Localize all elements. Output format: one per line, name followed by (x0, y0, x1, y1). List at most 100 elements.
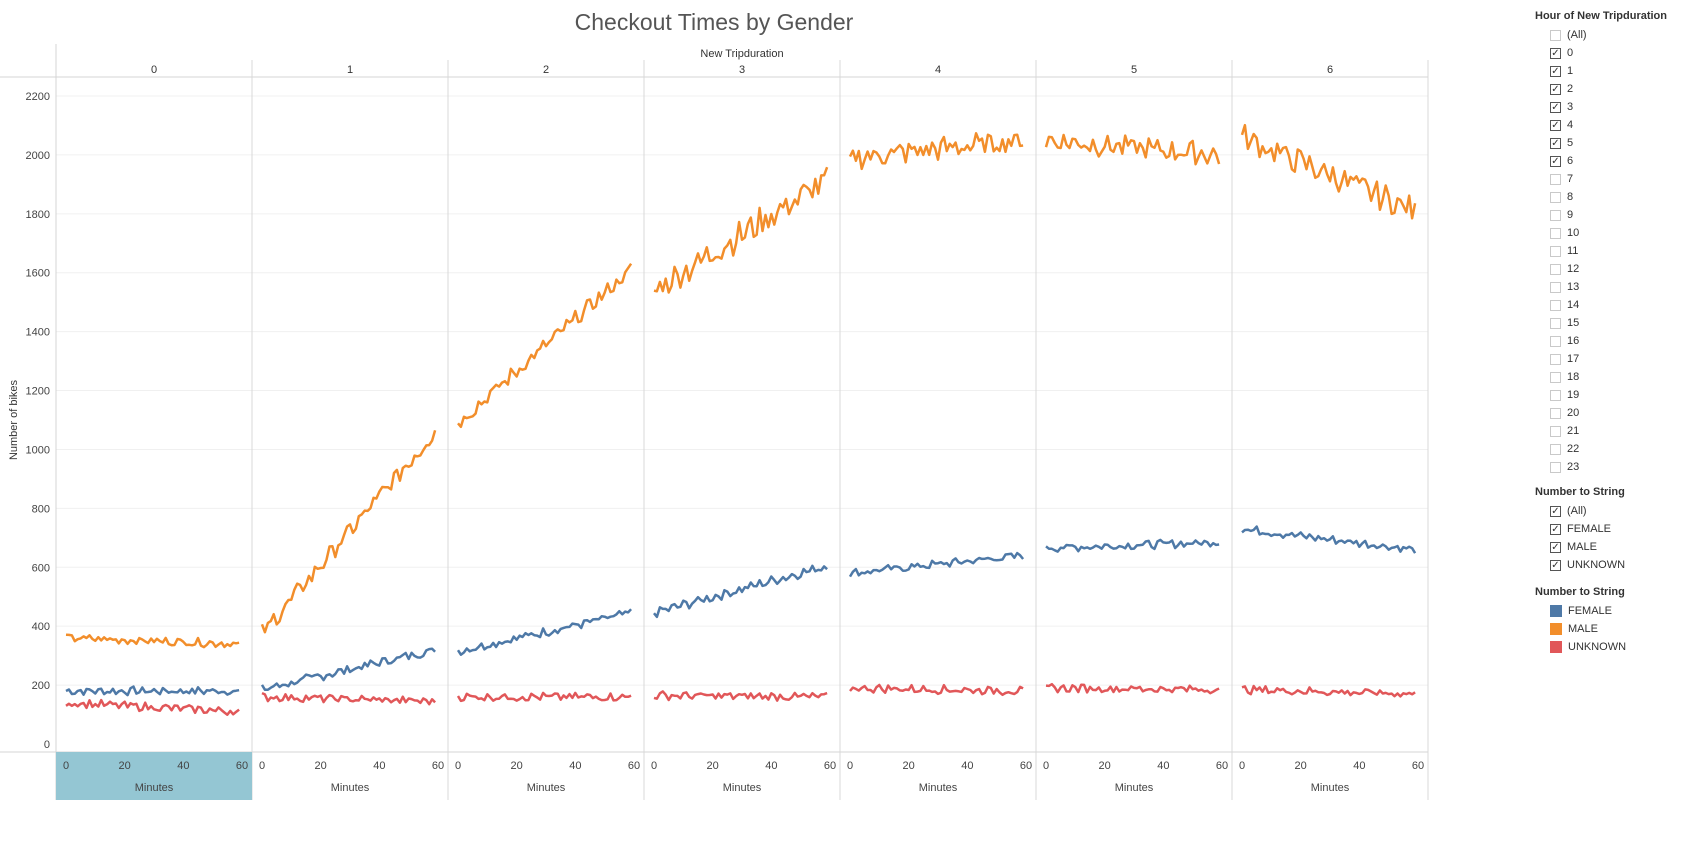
hour-filter-option[interactable]: ✓ 2 (1550, 80, 1685, 98)
checkbox-checked-icon[interactable]: ✓ (1550, 523, 1561, 535)
panel-label: 3 (739, 64, 745, 76)
checkbox-unchecked-icon[interactable] (1550, 299, 1561, 311)
checkbox-checked-icon[interactable]: ✓ (1550, 101, 1561, 113)
checkbox-unchecked-icon[interactable] (1550, 335, 1561, 347)
checkbox-checked-icon[interactable]: ✓ (1550, 505, 1561, 517)
checkbox-unchecked-icon[interactable] (1550, 353, 1561, 365)
legend-item[interactable]: UNKNOWN (1550, 638, 1685, 656)
checkbox-unchecked-icon[interactable] (1550, 407, 1561, 419)
series-line-female (1045, 538, 1220, 553)
series-line-male (653, 166, 829, 294)
hour-filter-option[interactable]: 16 (1550, 332, 1685, 350)
gender-filter-option[interactable]: ✓ UNKNOWN (1550, 556, 1685, 574)
series-line-female (65, 685, 240, 697)
checkbox-unchecked-icon[interactable] (1550, 263, 1561, 275)
hour-filter-option[interactable]: ✓ 4 (1550, 116, 1685, 134)
checkbox-unchecked-icon[interactable] (1550, 245, 1561, 257)
gender-filter-option-label: MALE (1567, 541, 1597, 553)
checkbox-unchecked-icon[interactable] (1550, 461, 1561, 473)
y-tick-label: 1400 (26, 327, 50, 339)
checkbox-checked-icon[interactable]: ✓ (1550, 47, 1561, 59)
gender-filter-title: Number to String (1535, 486, 1625, 498)
series-line-unknown (653, 690, 828, 702)
hour-filter-option[interactable]: 20 (1550, 404, 1685, 422)
checkbox-checked-icon[interactable]: ✓ (1550, 65, 1561, 77)
hour-filter-option-label: 12 (1567, 263, 1580, 275)
hour-filter-option-label: 6 (1567, 155, 1574, 167)
checkbox-checked-icon[interactable]: ✓ (1550, 119, 1561, 131)
hour-filter-option-label: 3 (1567, 101, 1574, 113)
gender-filter-option[interactable]: ✓ MALE (1550, 538, 1685, 556)
hour-filter-option[interactable]: 17 (1550, 350, 1685, 368)
hour-filter-title: Hour of New Tripduration (1535, 10, 1667, 22)
hour-filter-option[interactable]: ✓ 0 (1550, 44, 1685, 62)
gender-filter-option-label: UNKNOWN (1567, 559, 1626, 571)
checkbox-checked-icon[interactable]: ✓ (1550, 155, 1561, 167)
checkbox-unchecked-icon[interactable] (1550, 389, 1561, 401)
x-tick-label: 0 (1239, 760, 1245, 772)
series-line-male (457, 262, 633, 429)
gender-filter-option-label: (All) (1567, 505, 1587, 517)
hour-filter-option[interactable]: 18 (1550, 368, 1685, 386)
gender-filter-option[interactable]: ✓ FEMALE (1550, 520, 1685, 538)
checkbox-unchecked-icon[interactable] (1550, 317, 1561, 329)
hour-filter-option[interactable]: 11 (1550, 242, 1685, 260)
hour-filter-option[interactable]: 15 (1550, 314, 1685, 332)
checkbox-unchecked-icon[interactable] (1550, 209, 1561, 221)
x-tick-label: 40 (961, 760, 973, 772)
x-tick-label: 40 (1353, 760, 1365, 772)
hour-filter-option[interactable]: 9 (1550, 206, 1685, 224)
checkbox-checked-icon[interactable]: ✓ (1550, 559, 1561, 571)
x-tick-label: 40 (765, 760, 777, 772)
legend-item[interactable]: FEMALE (1550, 602, 1685, 620)
checkbox-checked-icon[interactable]: ✓ (1550, 541, 1561, 553)
hour-filter-option[interactable]: ✓ 5 (1550, 134, 1685, 152)
hour-filter-option[interactable]: 21 (1550, 422, 1685, 440)
hour-filter-option[interactable]: ✓ 1 (1550, 62, 1685, 80)
series-line-female (848, 551, 1025, 578)
checkbox-checked-icon[interactable]: ✓ (1550, 137, 1561, 149)
y-tick-label: 1200 (26, 386, 50, 398)
x-tick-label: 0 (63, 760, 69, 772)
panel-header: New Tripduration (700, 48, 783, 60)
legend-swatch (1550, 641, 1562, 653)
hour-filter-option-label: 17 (1567, 353, 1580, 365)
hour-filter-option-label: 16 (1567, 335, 1580, 347)
hour-filter-option[interactable]: 12 (1550, 260, 1685, 278)
gender-filter-option[interactable]: ✓ (All) (1550, 502, 1685, 520)
checkbox-unchecked-icon[interactable] (1550, 191, 1561, 203)
checkbox-unchecked-icon[interactable] (1550, 227, 1561, 239)
hour-filter-option[interactable]: 10 (1550, 224, 1685, 242)
hour-filter-option[interactable]: 7 (1550, 170, 1685, 188)
checkbox-unchecked-icon[interactable] (1550, 281, 1561, 293)
checkbox-unchecked-icon[interactable] (1550, 173, 1561, 185)
x-tick-label: 40 (373, 760, 385, 772)
x-tick-label: 0 (455, 760, 461, 772)
filter-panel: Hour of New Tripduration (All) ✓ 0 ✓ 1 ✓ 2 ✓ 3 ✓ 4… (1535, 0, 1685, 862)
chart-title: Checkout Times by Gender (575, 9, 854, 35)
legend-item[interactable]: MALE (1550, 620, 1685, 638)
hour-filter-option[interactable]: 13 (1550, 278, 1685, 296)
panel-label: 1 (347, 64, 353, 76)
x-tick-label: 60 (1412, 760, 1424, 772)
y-tick-label: 2000 (26, 150, 50, 162)
hour-filter-option[interactable]: 22 (1550, 440, 1685, 458)
hour-filter-option[interactable]: 19 (1550, 386, 1685, 404)
legend-label: FEMALE (1568, 605, 1613, 617)
x-tick-label: 60 (1020, 760, 1032, 772)
checkbox-unchecked-icon[interactable] (1550, 443, 1561, 455)
hour-filter-option[interactable]: ✓ 3 (1550, 98, 1685, 116)
checkbox-unchecked-icon[interactable] (1550, 29, 1561, 41)
checkbox-unchecked-icon[interactable] (1550, 371, 1561, 383)
hour-filter-option[interactable]: ✓ 6 (1550, 152, 1685, 170)
checkbox-unchecked-icon[interactable] (1550, 425, 1561, 437)
checkbox-checked-icon[interactable]: ✓ (1550, 83, 1561, 95)
hour-filter-option[interactable]: 8 (1550, 188, 1685, 206)
hour-filter-option[interactable]: 14 (1550, 296, 1685, 314)
y-tick-label: 1000 (26, 444, 50, 456)
series-line-unknown (261, 691, 436, 706)
hour-filter-option-label: 5 (1567, 137, 1574, 149)
hour-filter-option[interactable]: 23 (1550, 458, 1685, 476)
legend-swatch (1550, 605, 1562, 617)
hour-filter-option[interactable]: (All) (1550, 26, 1685, 44)
